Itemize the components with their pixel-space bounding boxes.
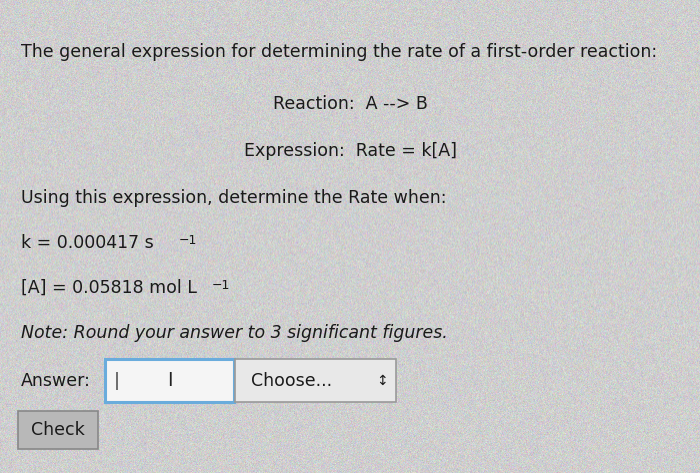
Text: Check: Check xyxy=(31,421,85,439)
Text: −1: −1 xyxy=(178,234,197,247)
Text: Using this expression, determine the Rate when:: Using this expression, determine the Rat… xyxy=(21,189,447,207)
Text: Choose...: Choose... xyxy=(251,372,332,390)
Text: The general expression for determining the rate of a first-order reaction:: The general expression for determining t… xyxy=(21,43,657,61)
Text: k = 0.000417 s: k = 0.000417 s xyxy=(21,234,154,252)
FancyBboxPatch shape xyxy=(18,411,98,449)
Text: |: | xyxy=(114,372,120,390)
Text: [A] = 0.05818 mol L: [A] = 0.05818 mol L xyxy=(21,279,197,297)
Text: I: I xyxy=(167,371,172,390)
Text: Reaction:  A --> B: Reaction: A --> B xyxy=(272,95,428,113)
Text: Note: Round your answer to 3 significant figures.: Note: Round your answer to 3 significant… xyxy=(21,324,448,342)
Text: Expression:  Rate = k[A]: Expression: Rate = k[A] xyxy=(244,142,456,160)
Text: ↕: ↕ xyxy=(376,374,387,388)
FancyBboxPatch shape xyxy=(234,359,395,402)
Text: Answer:: Answer: xyxy=(21,372,91,390)
FancyBboxPatch shape xyxy=(105,359,235,402)
Text: −1: −1 xyxy=(212,279,230,292)
